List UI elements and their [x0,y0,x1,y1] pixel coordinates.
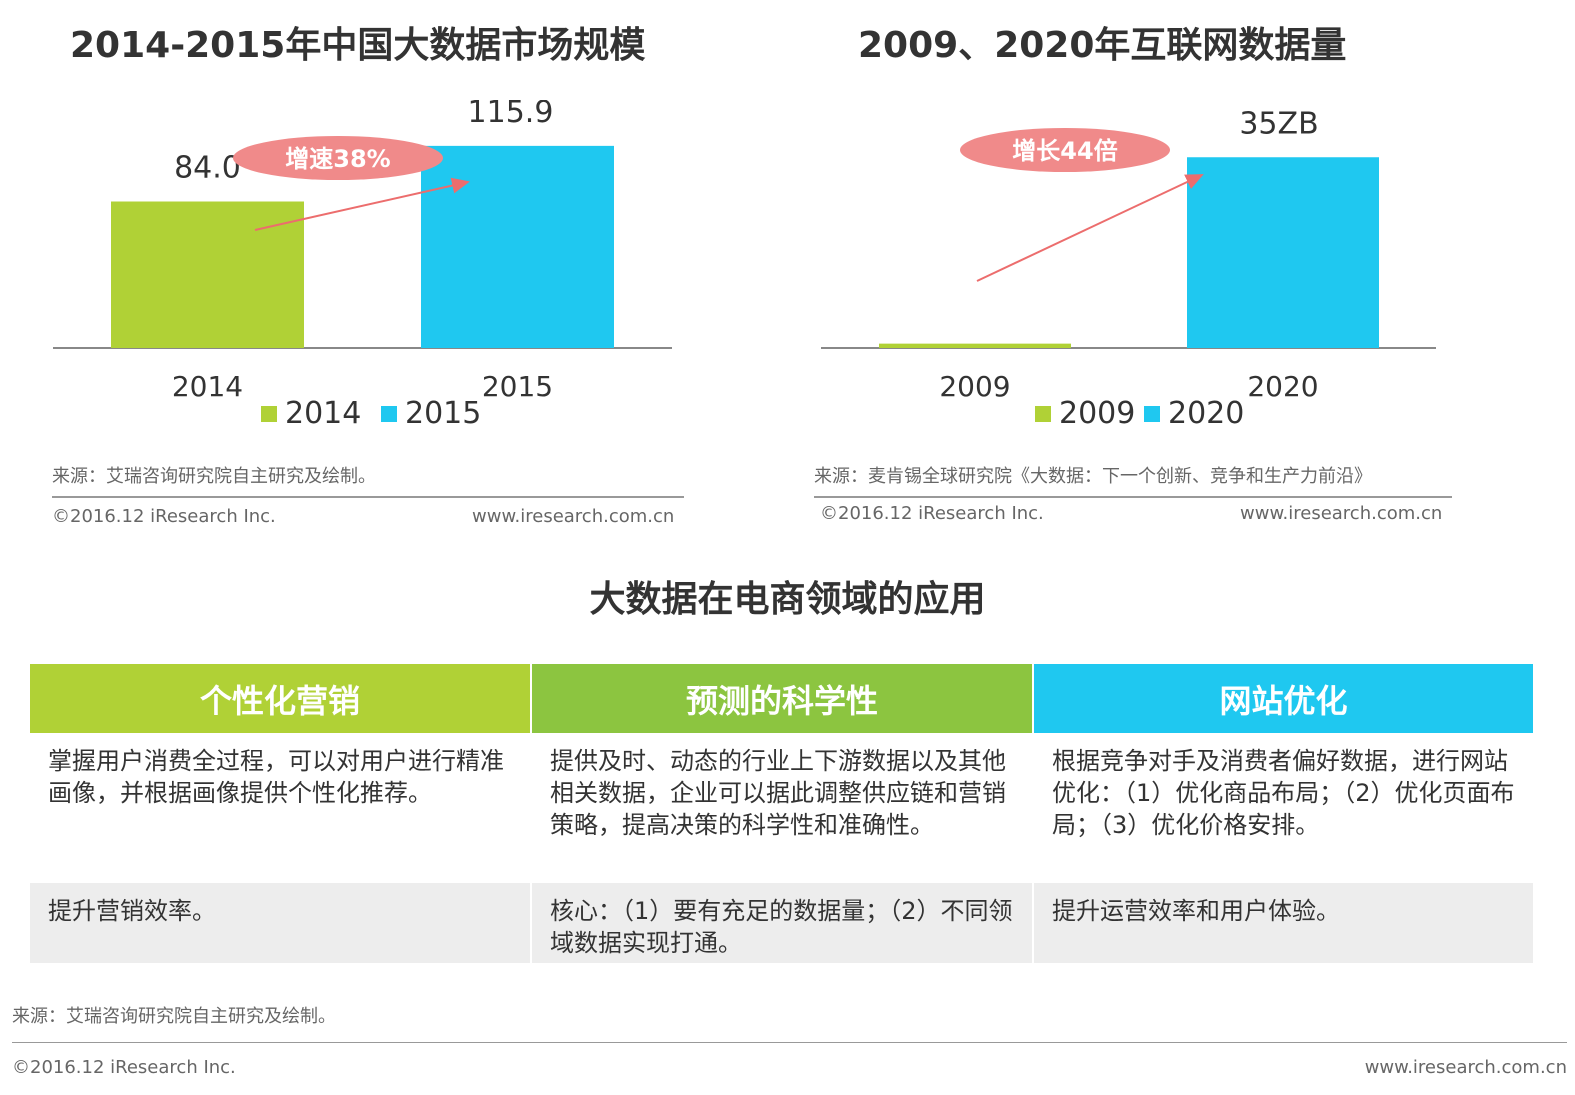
copyright-text: ©2016.12 iResearch Inc. [12,1057,236,1078]
x-tick-label: 2014 [172,370,243,403]
legend-label: 2009 [1059,396,1135,431]
divider [12,1042,1567,1043]
bar [421,145,614,348]
website-link[interactable]: www.iresearch.com.cn [472,506,675,527]
growth-bubble [960,128,1170,172]
legend-swatch [1144,406,1160,422]
growth-label: 增速38% [285,145,390,173]
bar [1187,157,1379,348]
chart-title: 2014-2015年中国大数据市场规模 [70,25,646,66]
benefit-cell: 提升运营效率和用户体验。 [1034,883,1533,963]
bar [111,201,304,348]
chart-data-volume: 2009 2020 35ZB 增长44倍 2009 2020 [821,106,1436,431]
x-tick-label: 2015 [482,370,553,403]
growth-arrow [976,174,1204,282]
legend-label: 2014 [285,396,361,431]
description-cell: 掌握用户消费全过程，可以对用户进行精准画像，并根据画像提供个性化推荐。 [30,733,530,883]
chart-source: 来源：艾瑞咨询研究院自主研究及绘制。 [52,462,684,498]
data-label: 84.0 [174,151,241,186]
growth-label: 增长44倍 [1012,137,1117,165]
column-header-website-optimization: 网站优化 [1034,664,1533,733]
chart-title: 2009、2020年互联网数据量 [858,25,1347,66]
application-table: 个性化营销 预测的科学性 网站优化 掌握用户消费全过程，可以对用户进行精准画像，… [30,664,1533,963]
copyright-text: ©2016.12 iResearch Inc. [820,503,1044,524]
website-link[interactable]: www.iresearch.com.cn [1240,503,1443,524]
description-cell: 提供及时、动态的行业上下游数据以及其他相关数据，企业可以据此调整供应链和营销策略… [532,733,1032,883]
chart-market-size: 2014 84.0 2015 115.9 增速38% 2014 2015 [53,100,672,431]
column-header-personalized-marketing: 个性化营销 [30,664,530,733]
description-cell: 根据竞争对手及消费者偏好数据，进行网站优化：（1）优化商品布局；（2）优化页面布… [1034,733,1533,883]
data-label: 35ZB [1239,106,1318,141]
x-tick-label: 2020 [1247,370,1318,403]
copyright-text: ©2016.12 iResearch Inc. [52,506,276,527]
website-link[interactable]: www.iresearch.com.cn [1364,1057,1567,1078]
legend-swatch [381,406,397,422]
legend-swatch [1035,406,1051,422]
benefit-cell: 提升营销效率。 [30,883,530,963]
benefit-cell: 核心：（1）要有充足的数据量；（2）不同领域数据实现打通。 [532,883,1032,963]
growth-bubble [233,136,443,180]
table-source: 来源：艾瑞咨询研究院自主研究及绘制。 [12,1006,336,1027]
legend-swatch [261,406,277,422]
chart-source: 来源：麦肯锡全球研究院《大数据：下一个创新、竞争和生产力前沿》 [814,462,1452,498]
bar [879,343,1071,348]
legend-label: 2015 [405,396,481,431]
legend-label: 2020 [1168,396,1244,431]
column-header-predictive-science: 预测的科学性 [532,664,1032,733]
section-title: 大数据在电商领域的应用 [589,579,986,620]
x-tick-label: 2009 [939,370,1010,403]
growth-arrow [254,177,470,231]
data-label: 115.9 [468,100,554,130]
